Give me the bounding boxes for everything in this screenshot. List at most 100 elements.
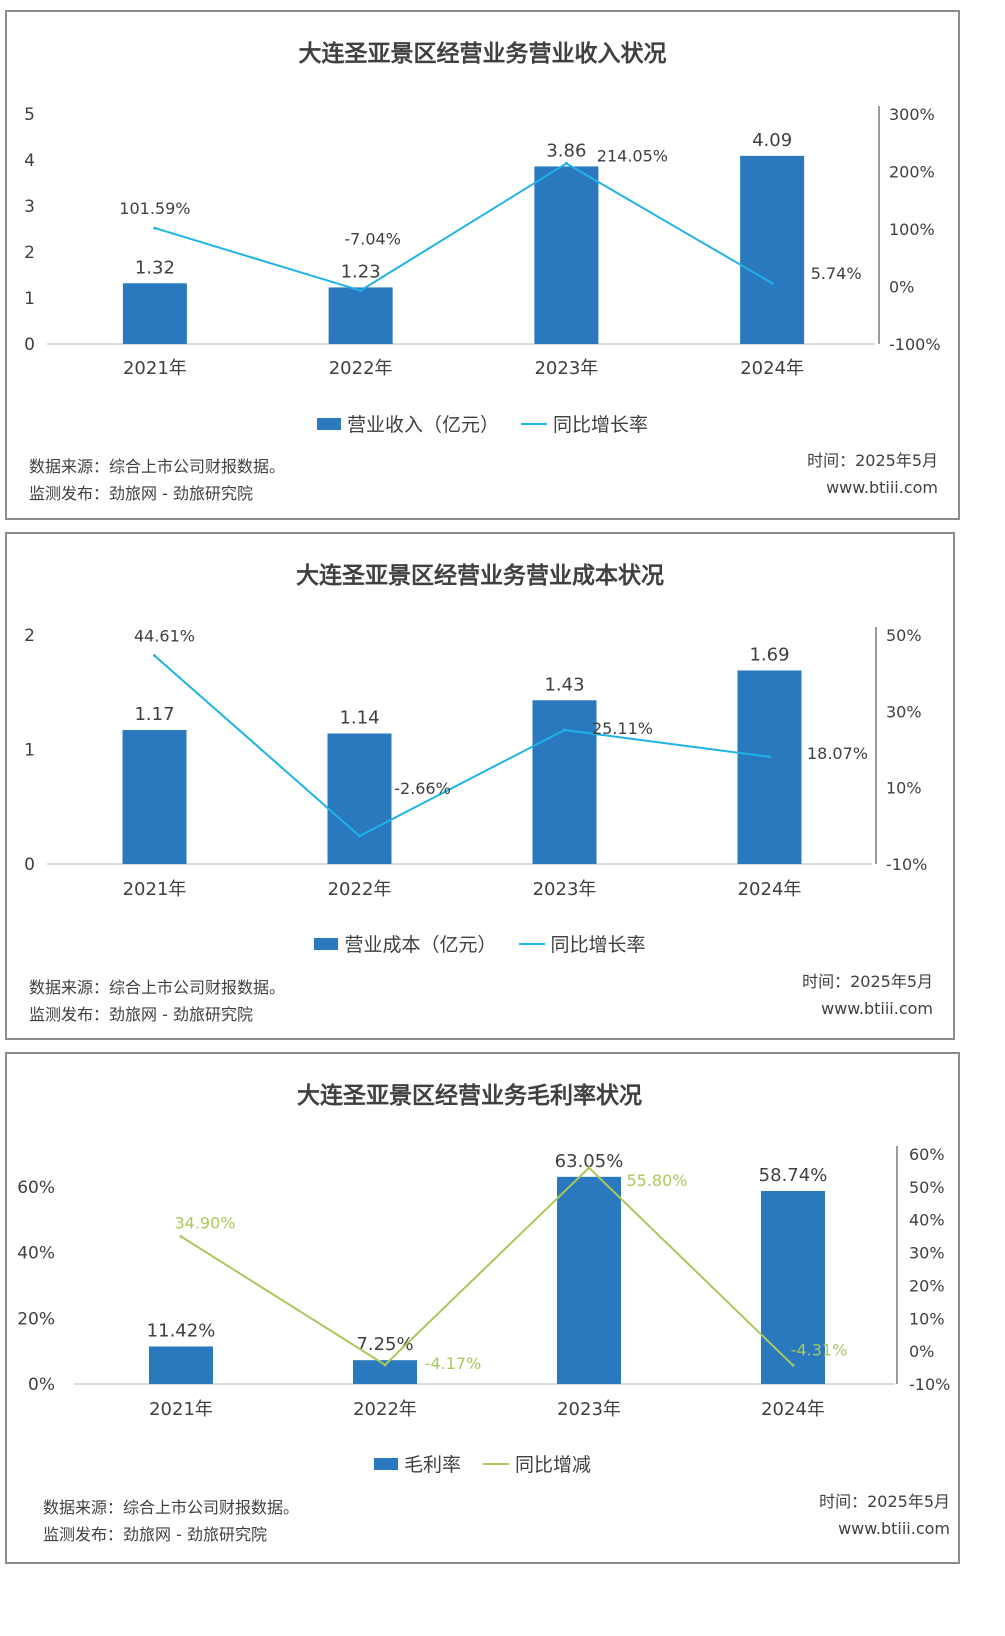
right-axis-tick-label: 50%: [886, 626, 922, 645]
legend-bar-swatch: [373, 1457, 398, 1470]
publisher-line: 监测发布：劲旅网 - 劲旅研究院: [43, 1525, 267, 1544]
publisher-line: 监测发布：劲旅网 - 劲旅研究院: [29, 484, 253, 503]
growth-value-label: -2.66%: [394, 779, 451, 798]
bar-value-label: 1.14: [339, 707, 379, 728]
right-axis-tick-label: 200%: [889, 163, 935, 182]
growth-value-label: -4.31%: [791, 1340, 848, 1359]
revenue-chart-panel: 大连圣亚景区经营业务营业收入状况 0 1 2 3 4 5 -100% 0% 100% 200% 30…: [5, 10, 960, 520]
category-label: 2023年: [533, 879, 597, 900]
category-label: 2023年: [534, 358, 598, 379]
bar-value-label: 4.09: [752, 130, 792, 151]
left-axis-tick-label: 2: [24, 626, 35, 646]
bar: [328, 287, 393, 344]
category-label: 2023年: [557, 1399, 621, 1420]
legend-bar-label: 毛利率: [403, 1454, 461, 1476]
date-line: 时间：2025年5月: [819, 1492, 950, 1511]
bar: [740, 155, 805, 344]
category-label: 2022年: [328, 879, 392, 900]
cost-chart-panel: 大连圣亚景区经营业务营业成本状况 0 1 2 -10% 10% 30% 50% 1.17 1.1…: [5, 532, 955, 1040]
growth-point: [383, 1363, 387, 1367]
growth-point: [153, 654, 156, 658]
right-axis-tick-label: 30%: [909, 1244, 945, 1263]
right-axis-tick-label: 0%: [909, 1342, 934, 1361]
growth-value-label: -4.17%: [425, 1354, 482, 1373]
source-note: 数据来源：综合上市公司财报数据。 监测发布：劲旅网 - 劲旅研究院: [29, 453, 285, 507]
website-line: www.btiii.com: [826, 478, 938, 497]
left-axis-tick-label: 5: [24, 105, 35, 125]
bar-value-label: 1.32: [135, 257, 175, 278]
bar: [122, 730, 187, 864]
bar: [327, 733, 392, 864]
legend-line-swatch: [518, 942, 545, 945]
legend-line-label: 同比增长率: [550, 934, 646, 956]
source-line: 数据来源：综合上市公司财报数据。: [29, 978, 286, 997]
category-label: 2022年: [353, 1399, 417, 1420]
right-axis-tick-label: -10%: [886, 855, 927, 874]
bar: [149, 1346, 213, 1384]
bar: [122, 283, 187, 344]
right-axis-tick-label: 50%: [909, 1178, 945, 1197]
margin-chart-panel: 大连圣亚景区经营业务毛利率状况 0% 20% 40% 60% -10% 0% 10% 20% 3…: [5, 1052, 960, 1564]
growth-value-label: 18.07%: [807, 744, 868, 763]
bar-value-label: 1.43: [544, 674, 584, 695]
margin-chart-plot: 0% 20% 40% 60% -10% 0% 10% 20% 30% 40% 50% 60% 11.42…: [17, 1145, 950, 1420]
growth-line: [153, 654, 770, 838]
cost-chart-plot: 0 1 2 -10% 10% 30% 50% 1.17 1.14 1.43 1.69 2021年 202…: [24, 626, 927, 900]
right-axis-tick-label: 30%: [886, 702, 922, 721]
growth-point: [768, 755, 771, 759]
growth-point: [358, 834, 361, 838]
right-axis-tick-label: 60%: [909, 1145, 945, 1164]
growth-line: [180, 1166, 794, 1367]
legend-bar-swatch: [316, 417, 341, 430]
growth-value-label: 101.59%: [119, 199, 190, 218]
growth-point: [179, 1234, 183, 1238]
growth-value-label: 55.80%: [626, 1171, 687, 1190]
left-axis-tick-label: 3: [24, 197, 35, 217]
category-label: 2022年: [329, 358, 393, 379]
left-axis-tick-label: 1: [24, 741, 35, 761]
right-axis-tick-label: 20%: [909, 1276, 945, 1295]
date-line: 时间：2025年5月: [807, 451, 938, 470]
right-axis-tick-label: 40%: [909, 1211, 945, 1230]
chart-title: 大连圣亚景区经营业务营业收入状况: [298, 41, 667, 67]
left-axis-tick-label: 2: [24, 243, 35, 263]
growth-point: [563, 728, 566, 732]
meta-note: 时间：2025年5月 www.btiii.com: [819, 1488, 950, 1542]
growth-line: [154, 162, 773, 292]
legend-bar-swatch: [314, 937, 339, 950]
bar: [761, 1190, 825, 1384]
source-note: 数据来源：综合上市公司财报数据。 监测发布：劲旅网 - 劲旅研究院: [29, 974, 285, 1028]
chart-legend: 毛利率 同比增减: [7, 1450, 958, 1477]
bar-value-label: 11.42%: [147, 1320, 216, 1341]
left-axis-tick-label: 0: [24, 855, 35, 875]
source-note: 数据来源：综合上市公司财报数据。 监测发布：劲旅网 - 劲旅研究院: [43, 1494, 299, 1548]
bar: [534, 166, 599, 344]
date-line: 时间：2025年5月: [802, 972, 933, 991]
source-line: 数据来源：综合上市公司财报数据。: [43, 1498, 300, 1517]
legend-bar-label: 营业收入（亿元）: [346, 414, 499, 436]
left-axis-tick-label: 0%: [28, 1375, 55, 1395]
growth-value-label: 214.05%: [597, 146, 668, 165]
category-label: 2024年: [740, 358, 804, 379]
growth-point: [791, 1363, 795, 1367]
growth-point: [153, 226, 157, 230]
bar: [557, 1176, 621, 1384]
right-axis-tick-label: 0%: [889, 278, 914, 297]
legend-bar-label: 营业成本（亿元）: [344, 934, 497, 956]
growth-point: [564, 161, 568, 165]
right-axis-tick-label: 10%: [909, 1309, 945, 1328]
meta-note: 时间：2025年5月 www.btiii.com: [802, 968, 933, 1022]
growth-value-label: -7.04%: [344, 230, 401, 249]
legend-line-label: 同比增长率: [553, 414, 649, 436]
growth-point: [770, 281, 774, 285]
growth-point: [587, 1166, 591, 1170]
growth-value-label: 34.90%: [174, 1213, 235, 1232]
right-axis-tick-label: 300%: [889, 105, 935, 124]
growth-point: [359, 289, 363, 293]
legend-line-swatch: [483, 1462, 509, 1465]
bar-value-label: 58.74%: [759, 1165, 828, 1186]
bar: [737, 670, 802, 864]
bar-value-label: 1.17: [134, 704, 174, 725]
publisher-line: 监测发布：劲旅网 - 劲旅研究院: [29, 1005, 253, 1024]
left-axis-tick-label: 20%: [17, 1309, 55, 1329]
